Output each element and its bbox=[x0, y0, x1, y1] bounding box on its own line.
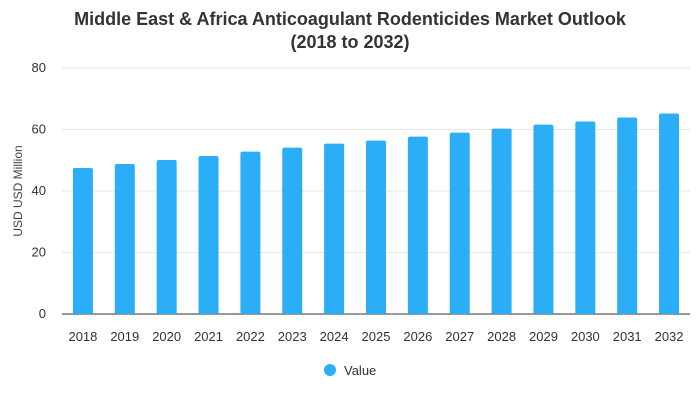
x-tick-label: 2021 bbox=[194, 329, 223, 344]
x-tick-label: 2031 bbox=[613, 329, 642, 344]
y-tick-label: 40 bbox=[32, 183, 46, 198]
x-tick-label: 2022 bbox=[236, 329, 265, 344]
x-tick-label: 2024 bbox=[320, 329, 349, 344]
chart-title: Middle East & Africa Anticoagulant Roden… bbox=[0, 8, 700, 54]
bar[interactable] bbox=[366, 140, 386, 314]
bar[interactable] bbox=[449, 132, 470, 314]
bar[interactable] bbox=[407, 136, 428, 314]
x-tick-label: 2019 bbox=[110, 329, 139, 344]
bar[interactable] bbox=[659, 113, 680, 314]
bar[interactable] bbox=[533, 124, 554, 314]
chart-subtitle: (2018 to 2032) bbox=[290, 32, 410, 52]
x-tick-label: 2029 bbox=[529, 329, 558, 344]
x-tick-label: 2020 bbox=[152, 329, 181, 344]
legend-marker[interactable] bbox=[324, 364, 336, 376]
bar[interactable] bbox=[324, 143, 345, 314]
bar[interactable] bbox=[198, 155, 219, 314]
x-tick-label: 2027 bbox=[445, 329, 474, 344]
bar[interactable] bbox=[575, 121, 596, 314]
x-tick-label: 2018 bbox=[68, 329, 97, 344]
y-tick-label: 0 bbox=[39, 306, 46, 321]
y-tick-label: 80 bbox=[32, 60, 46, 75]
y-tick-label: 60 bbox=[32, 122, 46, 137]
y-axis-title: USD USD Million bbox=[11, 145, 25, 236]
bar[interactable] bbox=[156, 159, 177, 314]
y-tick-label: 20 bbox=[32, 245, 46, 260]
x-tick-label: 2028 bbox=[487, 329, 516, 344]
bar[interactable] bbox=[114, 163, 135, 314]
x-tick-label: 2025 bbox=[362, 329, 391, 344]
x-tick-label: 2026 bbox=[403, 329, 432, 344]
bar[interactable] bbox=[617, 117, 638, 314]
bar[interactable] bbox=[72, 167, 93, 314]
x-tick-label: 2030 bbox=[571, 329, 600, 344]
x-tick-label: 2023 bbox=[278, 329, 307, 344]
bar[interactable] bbox=[282, 147, 303, 314]
bar[interactable] bbox=[491, 128, 512, 314]
legend-label[interactable]: Value bbox=[344, 363, 376, 378]
chart-title-main: Middle East & Africa Anticoagulant Roden… bbox=[74, 9, 626, 29]
bar[interactable] bbox=[240, 151, 261, 314]
x-tick-label: 2032 bbox=[655, 329, 684, 344]
